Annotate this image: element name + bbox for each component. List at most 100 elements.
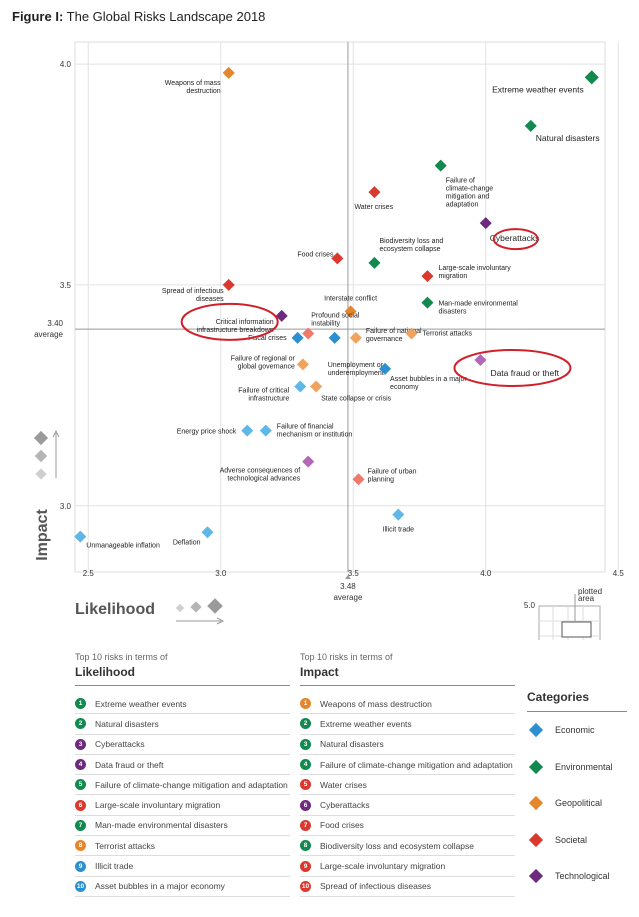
risk-point [331, 252, 344, 265]
average-y-sublabel: average [34, 330, 63, 339]
list-item: 8 Biodiversity loss and ecosystem collaps… [300, 836, 515, 857]
list-item-label: Spread of infectious diseases [320, 881, 432, 892]
risk-point [479, 217, 492, 230]
category-item: Economic [527, 712, 627, 749]
risk-point-label: Spread of infectious diseases [162, 288, 224, 303]
risk-point [310, 380, 323, 393]
risk-point [474, 353, 487, 367]
risk-point [368, 186, 381, 199]
risk-point-label: Failure of climate-change mitigation and ad… [446, 178, 494, 209]
risk-point-label: Unmanageable inflation [86, 543, 160, 550]
list-item: 7 Food crises [300, 816, 515, 837]
likelihood-scale-diamond [207, 598, 223, 614]
figure-title: Figure I: The Global Risks Landscape 201… [12, 9, 265, 24]
category-label: Technological [555, 871, 610, 882]
impact-scale-diamond [34, 449, 48, 463]
list-item: 1 Weapons of mass destruction [300, 694, 515, 715]
likelihood-scale-diamond [175, 603, 185, 613]
list-item-label: Illicit trade [95, 861, 134, 872]
risk-point [421, 270, 434, 283]
risk-point [524, 119, 537, 132]
x-tick-label: 2.5 [83, 569, 95, 578]
rank-badge: 8 [300, 840, 311, 852]
rank-badge: 3 [300, 738, 311, 750]
highlight-circle [180, 302, 279, 341]
likelihood-list-panel: Top 10 risks in terms of Likelihood 1 Ext… [75, 652, 290, 897]
figure-prefix: Figure I: [12, 9, 64, 24]
figure-title-text: The Global Risks Landscape 2018 [66, 9, 266, 24]
risk-point [368, 256, 381, 269]
list-item: 9 Illicit trade [75, 856, 290, 877]
diamond-icon [528, 759, 544, 774]
likelihood-list: 1 Extreme weather events 2 Natural disaster… [75, 694, 290, 897]
list-item: 3 Cyberattacks [75, 735, 290, 755]
risk-point [201, 526, 214, 539]
rank-badge: 4 [75, 759, 86, 771]
risk-point [291, 331, 304, 344]
rank-badge: 3 [75, 738, 86, 750]
list-item: 7 Man-made environmental disasters [75, 816, 290, 837]
risk-point-label: Unemployment or underemployment [328, 362, 384, 377]
risk-point-label: Adverse consequences of technological adv… [220, 468, 301, 483]
highlight-circle [492, 228, 539, 251]
categories-title: Categories [527, 690, 627, 712]
risk-point-label: Food crises [297, 251, 334, 258]
risk-point-label: Large-scale involuntary migration [438, 265, 511, 280]
risk-point [294, 380, 307, 393]
y-tick-label: 3.5 [60, 281, 72, 290]
rank-badge: 9 [300, 860, 311, 872]
impact-scale-diamond [35, 468, 47, 480]
list-item-label: Cyberattacks [95, 739, 145, 750]
category-item: Technological [527, 858, 627, 895]
list-item-label: Extreme weather events [320, 718, 412, 729]
risk-point-label: Cyberattacks [490, 233, 540, 243]
impact-list: 1 Weapons of mass destruction 2 Extreme wea… [300, 694, 515, 897]
category-item: Geopolitical [527, 785, 627, 822]
list-item-label: Natural disasters [320, 739, 384, 750]
risk-point-label: Extreme weather events [492, 84, 584, 94]
categories-items: Economic Environmental Geopolitical Societa… [527, 712, 627, 895]
average-x-marker [344, 575, 351, 579]
rank-badge: 2 [75, 718, 86, 730]
list-item-label: Biodiversity loss and ecosystem collapse [320, 840, 475, 851]
risk-point [296, 358, 309, 371]
risk-landscape-chart: 2.5 3.0 3.5 4.0 4.5 3.0 3.5 4.0 3.48 average 3.40 a… [33, 41, 624, 640]
inset-label-1: plotted [578, 587, 602, 596]
rank-badge: 9 [75, 860, 86, 872]
risk-point-label: Deflation [173, 539, 201, 546]
risk-point-label: Failure of national governance [366, 328, 422, 343]
risk-point [302, 455, 315, 468]
risk-point [328, 331, 341, 344]
list-item: 5 Failure of climate-change mitigation an… [75, 775, 290, 796]
average-y-value: 3.40 [47, 319, 63, 328]
list-item-label: Man-made environmental disasters [95, 820, 228, 831]
rank-badge: 5 [75, 779, 86, 791]
risk-point [74, 530, 87, 543]
risk-point [352, 473, 365, 486]
rank-badge: 8 [75, 840, 86, 852]
diamond-icon [528, 723, 544, 738]
rank-badge: 1 [300, 698, 311, 710]
rank-badge: 6 [300, 799, 311, 811]
list-item: 10 Asset bubbles in a major economy [75, 877, 290, 897]
list-item: 4 Failure of climate-change mitigation an… [300, 755, 515, 776]
list-item-label: Failure of climate-change mitigation and… [320, 759, 513, 770]
rank-badge: 4 [300, 759, 311, 771]
risk-point-label: Interstate conflict [324, 295, 377, 302]
risk-point [222, 66, 235, 79]
list-item-label: Data fraud or theft [95, 759, 164, 770]
list-item-label: Water crises [320, 779, 367, 790]
rank-badge: 7 [300, 819, 311, 831]
y-tick-label: 4.0 [60, 60, 72, 69]
risk-point-label: State collapse or crisis [321, 396, 392, 403]
list-item-label: Terrorist attacks [95, 840, 155, 851]
likelihood-scale-arrowhead [216, 617, 225, 625]
risk-point-label: Profound social instability [311, 313, 360, 328]
likelihood-scale-diamond [190, 601, 202, 613]
diamond-icon [528, 796, 544, 811]
average-x-sublabel: average [333, 593, 362, 602]
risk-point [222, 278, 235, 291]
risk-point-label: Failure of regional or global governance [231, 355, 296, 370]
list-item-label: Extreme weather events [95, 698, 187, 709]
